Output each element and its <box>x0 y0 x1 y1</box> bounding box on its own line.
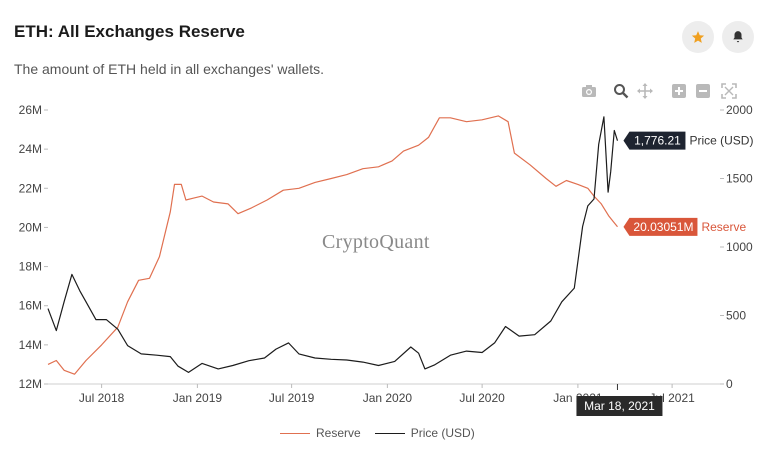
page-title: ETH: All Exchanges Reserve <box>14 22 245 41</box>
y-left-tick-label: 18M <box>19 260 42 274</box>
series-line-reserve[interactable] <box>47 115 618 375</box>
y-left-tick-label: 24M <box>19 142 42 156</box>
legend-swatch-price <box>374 432 405 434</box>
chart-series <box>47 115 619 375</box>
x-tick-label: Jan 2020 <box>363 391 413 405</box>
legend-label-reserve: Reserve <box>316 426 361 440</box>
hover-date-label: Mar 18, 2021 <box>584 399 655 413</box>
pan-icon[interactable] <box>636 82 654 100</box>
favorite-button[interactable] <box>682 21 714 53</box>
camera-icon[interactable] <box>580 82 598 100</box>
y-right-tick-label: 1000 <box>726 240 753 254</box>
y-left-tick-label: 22M <box>19 181 42 195</box>
y-left-tick-label: 16M <box>19 299 42 313</box>
legend-label-price: Price (USD) <box>410 426 475 440</box>
y-left-tick-label: 20M <box>19 220 42 234</box>
y-left-tick-label: 26M <box>19 103 42 117</box>
chart-legend: Reserve Price (USD) <box>280 426 475 440</box>
y-left-tick-label: 12M <box>19 377 42 391</box>
bell-icon <box>733 31 743 43</box>
hover-date-box <box>576 396 663 416</box>
reset-axes-icon[interactable] <box>720 82 738 100</box>
price-tag-series-name: Price (USD) <box>689 134 753 148</box>
y-right-tick-label: 500 <box>726 309 746 323</box>
y-right-tick-label: 2000 <box>726 103 753 117</box>
series-line-price[interactable] <box>47 116 619 373</box>
zoom-icon[interactable] <box>612 82 630 100</box>
legend-swatch-reserve <box>280 432 310 434</box>
legend-item-price[interactable]: Price (USD) <box>374 426 475 440</box>
legend-item-reserve[interactable]: Reserve <box>280 426 361 440</box>
y-right-tick-label: 1500 <box>726 172 753 186</box>
reserve-tag-series-name: Reserve <box>701 220 746 234</box>
x-tick-label: Jul 2018 <box>79 391 125 405</box>
reserve-tag-value: 20.03051M <box>633 220 693 234</box>
x-tick-label: Jul 2020 <box>459 391 505 405</box>
x-tick-label: Jul 2019 <box>269 391 315 405</box>
chart-axes: 12M 14M 16M 18M 20M 22M 24M 26M 0 500 1000 1500 2000… <box>19 103 753 405</box>
chart-labels: Mar 18, 2021 1,776.21 Price (USD) 20.03051M… <box>576 131 753 416</box>
y-right-tick-label: 0 <box>726 377 733 391</box>
price-tag-value: 1,776.21 <box>634 134 681 148</box>
watermark-logo: CryptoQuant <box>322 231 430 253</box>
zoom-out-icon[interactable] <box>694 82 712 100</box>
chart-toolbar <box>576 82 746 102</box>
page-subtitle: The amount of ETH held in all exchanges'… <box>14 61 325 77</box>
reserve-tag-box <box>623 217 698 236</box>
zoom-in-icon[interactable] <box>670 82 688 100</box>
price-tag-box <box>623 131 686 150</box>
star-icon <box>691 31 705 43</box>
y-left-tick-label: 14M <box>19 338 42 352</box>
x-tick-label: Jan 2019 <box>173 391 223 405</box>
notification-button[interactable] <box>722 21 754 53</box>
